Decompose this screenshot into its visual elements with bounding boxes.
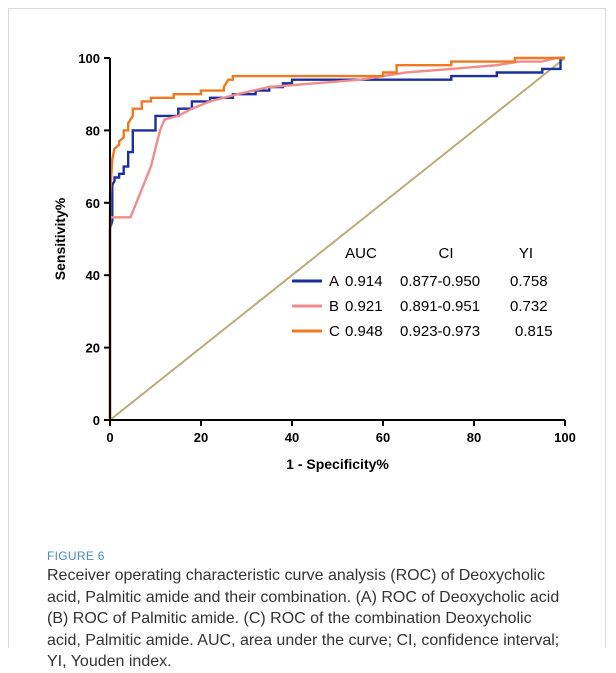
y-tick-label: 0	[93, 413, 100, 428]
y-axis-label: Sensitivity%	[52, 197, 68, 280]
legend-label-a: A	[329, 273, 339, 290]
legend-auc-a: 0.914	[345, 273, 383, 290]
figure-caption: Receiver operating characteristic curve …	[47, 567, 560, 670]
y-tick-label: 60	[86, 196, 100, 211]
figure-label: FIGURE 6	[47, 549, 105, 563]
plot-area: 0 20 40 60 80 100 0 20 40 60 80 100 1 - Specificity%…	[52, 51, 576, 472]
legend-ci-c: 0.923-0.973	[400, 323, 480, 340]
legend-header-auc: AUC	[345, 245, 377, 262]
y-tick-label: 80	[86, 123, 100, 138]
figure-frame	[8, 8, 606, 648]
legend-ci-a: 0.877-0.950	[400, 273, 480, 290]
legend-header-yi: YI	[519, 245, 533, 262]
legend-ci-b: 0.891-0.951	[400, 298, 480, 315]
legend-header-ci: CI	[439, 245, 454, 262]
x-tick-label: 100	[554, 430, 576, 445]
x-tick-label: 80	[467, 430, 481, 445]
x-tick-label: 0	[106, 430, 113, 445]
roc-chart: 0 20 40 60 80 100 0 20 40 60 80 100 1 - Specificity%…	[52, 51, 576, 472]
y-tick-label: 20	[86, 341, 100, 356]
x-tick-label: 40	[285, 430, 299, 445]
reference-diagonal-line	[109, 57, 566, 421]
legend-yi-a: 0.758	[510, 273, 548, 290]
x-axis-label: 1 - Specificity%	[286, 456, 389, 472]
legend-label-c: C	[329, 323, 340, 340]
series-c-line	[108, 56, 565, 420]
legend-yi-b: 0.732	[510, 298, 548, 315]
x-tick-label: 20	[194, 430, 208, 445]
legend-yi-c: 0.815	[515, 323, 553, 340]
y-tick-label: 100	[78, 51, 100, 66]
y-tick-label: 40	[86, 268, 100, 283]
x-tick-label: 60	[376, 430, 390, 445]
legend-auc-b: 0.921	[345, 298, 383, 315]
legend-auc-c: 0.948	[345, 323, 383, 340]
legend-label-b: B	[329, 298, 339, 315]
